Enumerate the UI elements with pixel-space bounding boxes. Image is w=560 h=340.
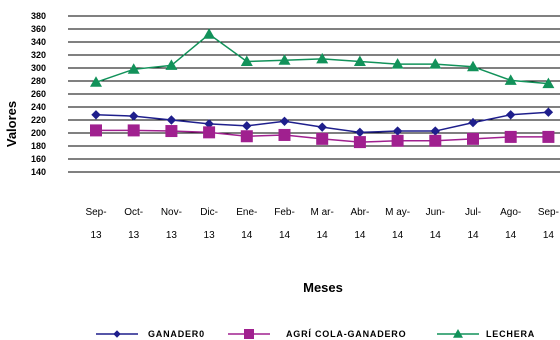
data-point-square	[90, 124, 102, 137]
data-point-diamond	[279, 116, 290, 127]
series-diamond	[91, 107, 554, 138]
data-point-triangle	[127, 63, 140, 74]
data-point-square	[429, 134, 442, 147]
x-tick-label-year: 13	[128, 230, 140, 241]
series-square	[90, 124, 555, 149]
data-point-diamond	[317, 122, 327, 132]
x-tick-label-year: 14	[279, 230, 291, 241]
y-tick-label: 220	[31, 115, 46, 125]
x-tick-label-year: 13	[204, 230, 216, 241]
y-tick-label: 180	[31, 141, 46, 151]
x-tick-label-year: 14	[430, 230, 442, 241]
data-point-diamond	[113, 330, 121, 338]
x-tick-label: Sep-	[85, 207, 106, 218]
data-point-diamond	[91, 110, 101, 120]
data-point-triangle	[542, 77, 555, 89]
x-tick-label-year: 14	[543, 230, 555, 241]
legend-item: AGRÍ COLA-GANADERO	[228, 329, 406, 339]
data-point-square	[391, 134, 404, 147]
x-tick-label: Jun-	[426, 207, 445, 218]
y-tick-label: 160	[31, 154, 46, 164]
x-tick-label: Oct-	[124, 207, 143, 218]
data-point-diamond	[355, 127, 365, 138]
data-point-square	[127, 124, 140, 137]
legend-item: GANADER0	[96, 329, 205, 339]
data-point-triangle	[467, 60, 479, 72]
data-point-triangle	[90, 76, 102, 87]
data-point-triangle	[240, 55, 253, 66]
y-tick-label: 360	[31, 24, 46, 34]
data-point-square	[542, 130, 555, 143]
y-tick-label: 260	[31, 89, 46, 99]
x-tick-label: Nov-	[161, 207, 182, 218]
y-tick-label: 300	[31, 63, 46, 73]
x-tick-label-year: 14	[241, 230, 253, 241]
data-point-diamond	[166, 115, 177, 125]
data-point-diamond	[128, 111, 139, 121]
x-tick-label: M ay-	[385, 207, 410, 218]
data-point-triangle	[165, 59, 178, 70]
y-axis-title: Valores	[4, 101, 19, 147]
data-point-triangle	[316, 52, 329, 64]
x-tick-label: M ar-	[311, 207, 334, 218]
data-point-diamond	[543, 107, 554, 117]
data-point-triangle	[353, 55, 366, 66]
data-point-diamond	[242, 121, 252, 131]
x-tick-label: Jul-	[465, 207, 481, 218]
data-point-diamond	[468, 117, 478, 128]
y-tick-label: 340	[31, 37, 46, 47]
data-point-triangle	[278, 54, 291, 65]
data-point-square	[203, 126, 216, 139]
data-point-triangle	[504, 74, 517, 85]
x-tick-label-year: 14	[392, 230, 404, 241]
x-tick-label: Sep-	[538, 207, 559, 218]
data-point-diamond	[505, 110, 516, 120]
x-tick-label: Feb-	[274, 207, 295, 218]
y-tick-label: 140	[31, 167, 46, 177]
legend-label: LECHERA	[486, 329, 535, 339]
data-point-triangle	[391, 58, 404, 69]
gridlines	[68, 15, 560, 173]
y-tick-label: 380	[31, 11, 46, 21]
legend-label: GANADER0	[148, 329, 205, 339]
data-point-triangle	[429, 58, 442, 69]
x-tick-label-year: 13	[90, 230, 102, 241]
y-tick-label: 320	[31, 50, 46, 60]
y-tick-label: 200	[31, 128, 46, 138]
x-tick-label-year: 14	[354, 230, 366, 241]
series-triangle	[90, 28, 555, 89]
data-point-diamond	[392, 126, 403, 136]
series-lines	[90, 28, 555, 149]
legend: GANADER0 AGRÍ COLA-GANADERO LECHERA	[96, 329, 535, 339]
y-tick-label: 240	[31, 102, 46, 112]
x-tick-label-year: 14	[505, 230, 517, 241]
x-tick-label: Abr-	[350, 207, 369, 218]
x-tick-label-year: 14	[317, 230, 329, 241]
data-point-diamond	[430, 126, 441, 136]
data-point-square	[278, 128, 291, 141]
x-tick-label-year: 14	[467, 230, 479, 241]
data-point-square	[504, 130, 517, 143]
y-tick-label: 280	[31, 76, 46, 86]
x-tick-label: Ene-	[236, 207, 257, 218]
data-point-square	[240, 130, 253, 143]
data-point-square	[467, 132, 479, 145]
data-point-triangle	[453, 329, 463, 338]
x-axis-title: Meses	[303, 280, 343, 295]
data-point-square	[316, 132, 329, 145]
legend-label: AGRÍ COLA-GANADERO	[286, 329, 406, 339]
data-point-square	[165, 125, 178, 138]
data-point-triangle	[203, 28, 216, 39]
x-tick-label-year: 13	[166, 230, 178, 241]
y-axis-ticks: 140 160 180 200 220 240 260 280 300 320 340 360 380	[31, 11, 46, 177]
data-point-square	[353, 136, 366, 149]
data-point-square	[244, 329, 254, 339]
x-axis-ticks: Sep- 13 Oct- 13 Nov- 13 Dic- 13 Ene- 14 Feb- 14 M ar…	[85, 207, 559, 241]
x-tick-label: Dic-	[200, 207, 218, 218]
x-tick-label: Ago-	[500, 207, 521, 218]
legend-item: LECHERA	[437, 329, 535, 339]
